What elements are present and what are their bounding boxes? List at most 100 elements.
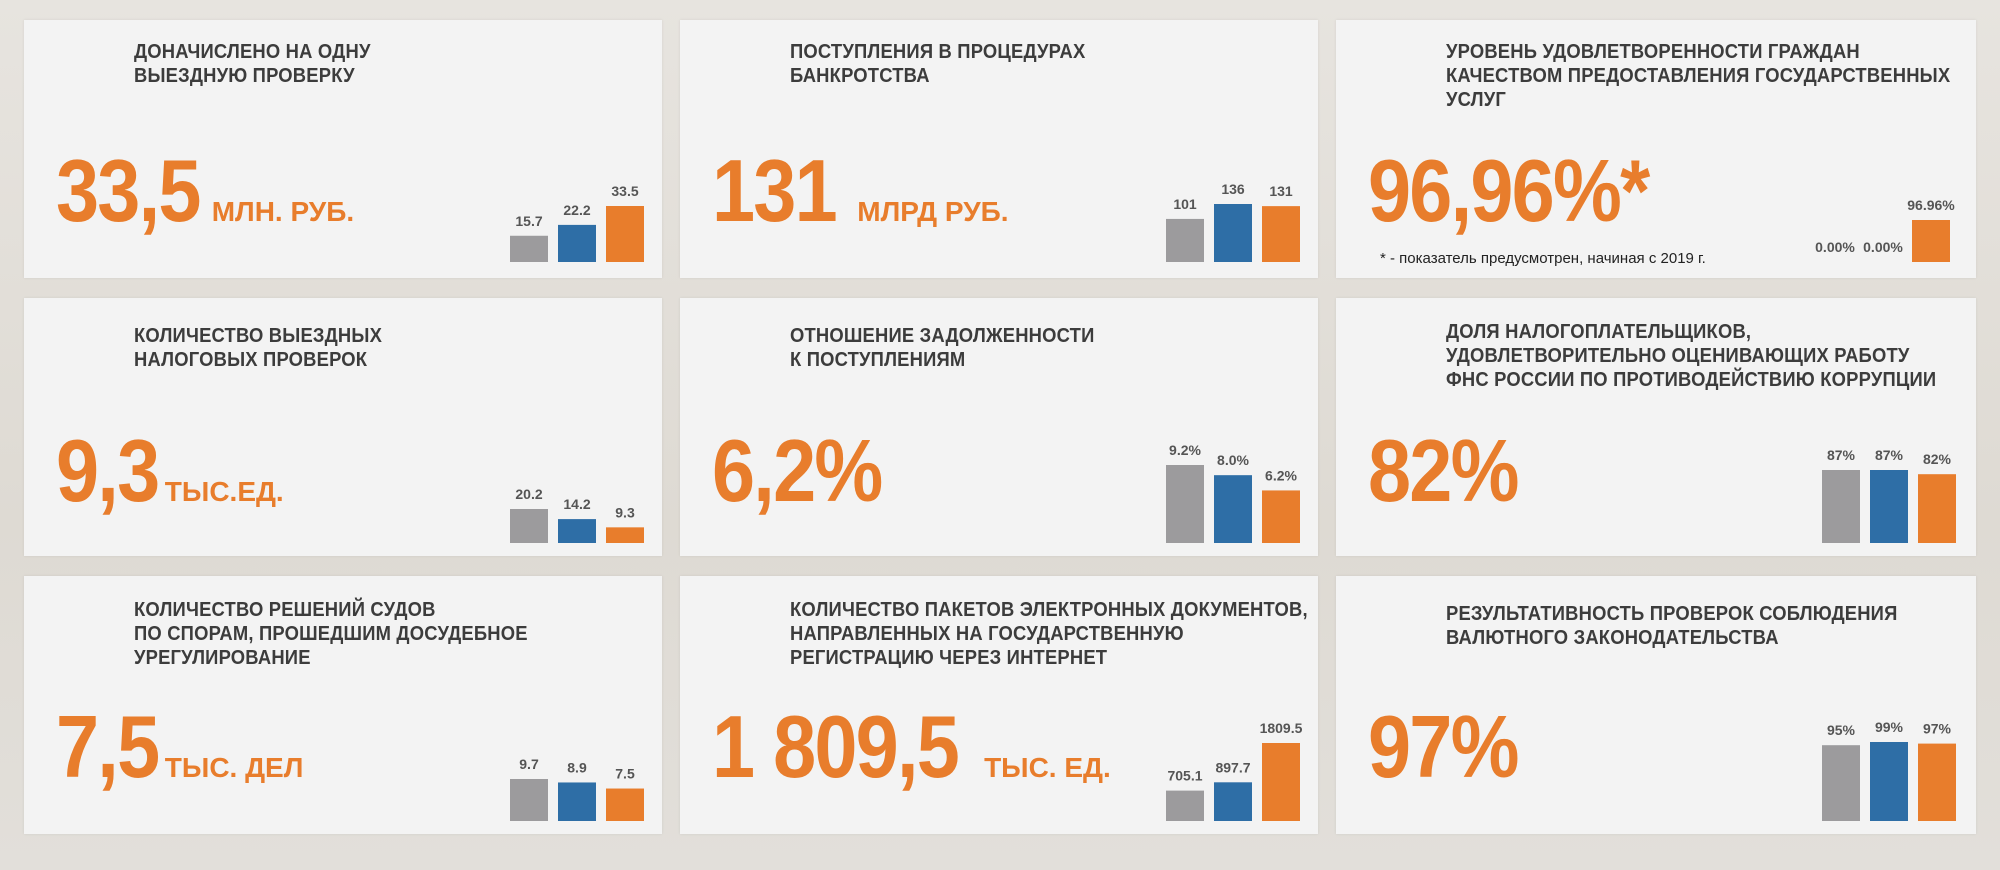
bar-previous-1	[1870, 742, 1908, 821]
kpi-unit: ТЫС. ДЕЛ	[164, 752, 304, 783]
title-line: ОТНОШЕНИЕ ЗАДОЛЖЕННОСТИ	[790, 325, 1095, 347]
bar-value-label: 99%	[1875, 719, 1904, 735]
bar-value-label: 96.96%	[1907, 197, 1955, 213]
mini-bar-chart: 9.7 8.9 7.5	[510, 756, 644, 821]
card-title: ДОЛЯ НАЛОГОПЛАТЕЛЬЩИКОВ, УДОВЛЕТВОРИТЕЛЬ…	[1446, 320, 1937, 392]
bar-current	[1918, 743, 1956, 821]
bar-previous-1	[558, 519, 596, 543]
bar-previous-1	[558, 224, 596, 262]
bar-value-label: 97%	[1923, 721, 1952, 737]
bar-previous-1	[1214, 782, 1252, 821]
bar-value-label: 1809.5	[1260, 720, 1303, 736]
kpi-value: 7,5	[56, 697, 160, 796]
bar-value-label: 95%	[1827, 722, 1856, 738]
kpi-value-row: 33,5 МЛН. РУБ.	[56, 140, 354, 242]
bar-value-label: 101	[1173, 196, 1197, 212]
bar-current	[606, 788, 644, 821]
title-line: УРЕГУЛИРОВАНИЕ	[134, 647, 311, 669]
kpi-card-additional-charges: ДОНАЧИСЛЕНО НА ОДНУ ВЫЕЗДНУЮ ПРОВЕРКУ 33…	[24, 20, 662, 278]
bar-current	[1262, 206, 1300, 262]
bar-current	[1912, 220, 1950, 262]
title-line: КОЛИЧЕСТВО ПАКЕТОВ ЭЛЕКТРОННЫХ ДОКУМЕНТО…	[790, 599, 1308, 621]
bar-value-label: 14.2	[563, 496, 590, 512]
mini-bar-chart: 9.2% 8.0% 6.2%	[1166, 442, 1300, 543]
card-title: ПОСТУПЛЕНИЯ В ПРОЦЕДУРАХ БАНКРОТСТВА	[790, 40, 1257, 88]
kpi-unit: ТЫС.ЕД.	[164, 476, 284, 507]
bar-value-label: 131	[1269, 183, 1293, 199]
bar-value-label: 82%	[1923, 451, 1952, 467]
title-line: ПО СПОРАМ, ПРОШЕДШИМ ДОСУДЕБНОЕ	[134, 623, 528, 645]
bar-value-label: 136	[1221, 181, 1245, 197]
bar-value-label: 20.2	[515, 486, 542, 502]
bar-value-label: 0.00%	[1863, 239, 1903, 255]
mini-bar-chart: 0.00% 0.00% 96.96%	[1815, 197, 1955, 262]
title-line: ФНС РОССИИ ПО ПРОТИВОДЕЙСТВИЮ КОРРУПЦИИ	[1446, 369, 1937, 391]
kpi-value: 82%	[1368, 421, 1519, 520]
kpi-value: 9,3	[56, 421, 160, 520]
title-line: ДОЛЯ НАЛОГОПЛАТЕЛЬЩИКОВ,	[1446, 321, 1752, 343]
title-line: БАНКРОТСТВА	[790, 65, 930, 87]
kpi-card-field-audits-count: КОЛИЧЕСТВО ВЫЕЗДНЫХ НАЛОГОВЫХ ПРОВЕРОК 9…	[24, 298, 662, 556]
kpi-card-currency-audits: РЕЗУЛЬТАТИВНОСТЬ ПРОВЕРОК СОБЛЮДЕНИЯ ВАЛ…	[1336, 576, 1976, 834]
kpi-card-citizen-satisfaction: УРОВЕНЬ УДОВЛЕТВОРЕННОСТИ ГРАЖДАН КАЧЕСТ…	[1336, 20, 1976, 278]
card-title: КОЛИЧЕСТВО ПАКЕТОВ ЭЛЕКТРОННЫХ ДОКУМЕНТО…	[790, 598, 1308, 670]
kpi-value-row: 1 809,5 ТЫС. ЕД.	[712, 696, 1111, 798]
bar-previous-2	[510, 235, 548, 262]
kpi-value-row: 96,96%*	[1368, 140, 1687, 242]
bar-value-label: 15.7	[515, 213, 542, 229]
title-line: ДОНАЧИСЛЕНО НА ОДНУ	[134, 41, 371, 63]
bar-value-label: 9.7	[519, 756, 539, 772]
bar-previous-2	[510, 509, 548, 543]
bar-current	[1262, 490, 1300, 543]
card-title: ОТНОШЕНИЕ ЗАДОЛЖЕННОСТИ К ПОСТУПЛЕНИЯМ	[790, 324, 1257, 372]
card-title: КОЛИЧЕСТВО РЕШЕНИЙ СУДОВ ПО СПОРАМ, ПРОШ…	[134, 598, 601, 670]
bar-value-label: 8.9	[567, 759, 587, 775]
bar-value-label: 705.1	[1167, 768, 1202, 784]
kpi-card-court-decisions: КОЛИЧЕСТВО РЕШЕНИЙ СУДОВ ПО СПОРАМ, ПРОШ…	[24, 576, 662, 834]
bar-previous-2	[510, 779, 548, 821]
title-line: НАПРАВЛЕННЫХ НА ГОСУДАРСТВЕННУЮ	[790, 623, 1184, 645]
title-line: КОЛИЧЕСТВО ВЫЕЗДНЫХ	[134, 325, 383, 347]
title-line: УДОВЛЕТВОРИТЕЛЬНО ОЦЕНИВАЮЩИХ РАБОТУ	[1446, 345, 1910, 367]
bar-previous-2	[1822, 470, 1860, 543]
card-title: РЕЗУЛЬТАТИВНОСТЬ ПРОВЕРОК СОБЛЮДЕНИЯ ВАЛ…	[1446, 602, 1915, 650]
bar-value-label: 87%	[1827, 447, 1856, 463]
kpi-card-debt-to-receipts: ОТНОШЕНИЕ ЗАДОЛЖЕННОСТИ К ПОСТУПЛЕНИЯМ 6…	[680, 298, 1318, 556]
bar-previous-1	[558, 782, 596, 821]
kpi-unit: МЛН. РУБ.	[211, 196, 355, 227]
kpi-card-electronic-registrations: КОЛИЧЕСТВО ПАКЕТОВ ЭЛЕКТРОННЫХ ДОКУМЕНТО…	[680, 576, 1318, 834]
bar-previous-2	[1166, 790, 1204, 821]
kpi-value: 131	[712, 141, 838, 240]
bar-value-label: 0.00%	[1815, 239, 1855, 255]
mini-bar-chart: 15.7 22.2 33.5	[510, 183, 644, 262]
bar-previous-2	[1166, 465, 1204, 543]
title-line: РЕГИСТРАЦИЮ ЧЕРЕЗ ИНТЕРНЕТ	[790, 647, 1108, 669]
bar-value-label: 897.7	[1215, 759, 1250, 775]
bar-previous-1	[1214, 475, 1252, 543]
title-line: ВЫЕЗДНУЮ ПРОВЕРКУ	[134, 65, 355, 87]
title-line: УРОВЕНЬ УДОВЛЕТВОРЕННОСТИ ГРАЖДАН	[1446, 41, 1860, 63]
kpi-value-row: 6,2%	[712, 420, 905, 522]
bar-value-label: 22.2	[563, 202, 590, 218]
card-title: УРОВЕНЬ УДОВЛЕТВОРЕННОСТИ ГРАЖДАН КАЧЕСТ…	[1446, 40, 1950, 112]
bar-value-label: 9.3	[615, 504, 635, 520]
bar-current	[606, 527, 644, 543]
title-line: ВАЛЮТНОГО ЗАКОНОДАТЕЛЬСТВА	[1446, 627, 1779, 649]
kpi-value-row: 82%	[1368, 420, 1538, 522]
title-line: КОЛИЧЕСТВО РЕШЕНИЙ СУДОВ	[134, 599, 436, 621]
mini-bar-chart: 101 136 131	[1166, 181, 1300, 262]
bar-previous-1	[1214, 204, 1252, 262]
title-line: НАЛОГОВЫХ ПРОВЕРОК	[134, 349, 368, 371]
kpi-value: 97%	[1368, 697, 1519, 796]
kpi-value-row: 97%	[1368, 696, 1538, 798]
bar-value-label: 87%	[1875, 447, 1904, 463]
mini-bar-chart: 20.2 14.2 9.3	[510, 486, 644, 543]
card-title: КОЛИЧЕСТВО ВЫЕЗДНЫХ НАЛОГОВЫХ ПРОВЕРОК	[134, 324, 601, 372]
footnote: * - показатель предусмотрен, начиная с 2…	[1380, 250, 1706, 267]
bar-previous-2	[1166, 218, 1204, 262]
bar-current	[1918, 474, 1956, 543]
title-line: УСЛУГ	[1446, 89, 1506, 111]
kpi-card-bankruptcy-receipts: ПОСТУПЛЕНИЯ В ПРОЦЕДУРАХ БАНКРОТСТВА 131…	[680, 20, 1318, 278]
bar-value-label: 9.2%	[1169, 442, 1201, 458]
kpi-unit: ТЫС. ЕД.	[984, 752, 1111, 783]
